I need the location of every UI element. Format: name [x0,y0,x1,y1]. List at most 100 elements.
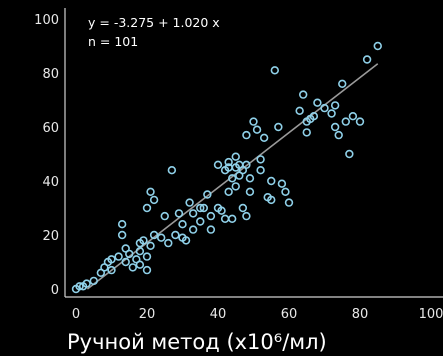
data-point [267,195,276,205]
data-point [117,220,127,229]
data-point [242,160,251,170]
data-point [242,130,251,140]
data-point [167,166,177,175]
data-point [121,257,130,267]
data-point [139,236,148,245]
data-point [338,79,347,89]
data-point [224,187,233,197]
data-point [256,166,265,175]
data-point [245,174,255,183]
data-point [185,198,194,207]
data-point [181,236,191,245]
regression-equation: y = -3.275 + 1.020 x [88,15,220,30]
data-point [149,230,159,240]
data-point [267,176,276,186]
y-tick-label: 80 [42,67,59,82]
tick-labels: 0 20 40 60 80 100 0 20 40 60 80 100 [34,13,443,322]
data-point [114,252,123,261]
data-point [142,203,152,213]
x-tick-label: 20 [139,307,156,322]
data-point [89,276,98,286]
data-point [231,182,240,191]
data-point [142,265,152,275]
sample-size-label: n = 101 [88,34,138,49]
data-point [231,152,240,161]
data-point [220,214,230,224]
y-tick-label: 0 [51,283,59,298]
regression-line [86,63,379,290]
axes [64,8,443,298]
data-point [206,225,216,234]
data-point [125,249,134,259]
data-point [355,117,365,126]
data-point [242,211,251,221]
data-point [330,101,340,110]
data-point [373,41,382,51]
data-point [107,255,116,264]
data-point [277,179,287,188]
data-point [135,260,145,269]
data-point [196,217,205,226]
data-point [160,211,169,221]
x-axis-label: Ручной метод (х10⁶/мл) [67,330,327,354]
data-point [274,122,283,132]
data-point [362,55,372,64]
data-point [188,225,198,234]
data-point [164,238,173,248]
data-point [341,117,350,126]
data-point [228,214,237,224]
data-point [146,187,155,197]
data-point [334,130,343,140]
data-point [345,149,354,159]
data-point [149,195,159,205]
y-tick-label: 60 [42,121,59,136]
data-point [157,233,166,242]
y-tick-label: 40 [42,175,59,190]
data-point [203,190,212,199]
data-point [256,155,265,164]
data-point [142,252,152,261]
data-point [252,125,262,134]
data-point [128,263,138,272]
x-tick-label: 80 [352,307,369,322]
data-point [299,90,308,99]
data-point [188,209,198,218]
data-point [284,198,294,207]
y-tick-label: 100 [34,13,59,28]
x-tick-label: 60 [281,307,298,322]
data-point [196,203,205,213]
data-point [135,247,145,256]
data-point [224,157,233,167]
data-point [117,230,127,240]
data-point [330,122,340,132]
data-point [259,133,269,143]
data-point [281,187,290,197]
data-point [245,187,255,197]
data-point [238,203,248,213]
data-point [174,209,184,218]
data-point [348,111,358,121]
data-point [313,98,322,107]
data-point [107,265,116,275]
data-point [295,106,304,116]
x-tick-label: 0 [72,307,80,322]
data-point [75,282,84,291]
data-point [171,230,180,240]
x-tick-label: 40 [210,307,227,322]
data-points [71,41,382,294]
data-point [320,103,329,113]
data-point [178,220,187,229]
data-point [217,206,226,215]
data-point [199,203,209,213]
data-point [228,174,237,183]
data-point [327,109,336,118]
data-point [309,111,319,121]
x-tick-label: 100 [419,307,443,322]
data-point [249,117,258,126]
data-point [270,66,279,75]
data-point [82,279,91,288]
data-point [146,241,155,251]
data-point [206,211,216,221]
